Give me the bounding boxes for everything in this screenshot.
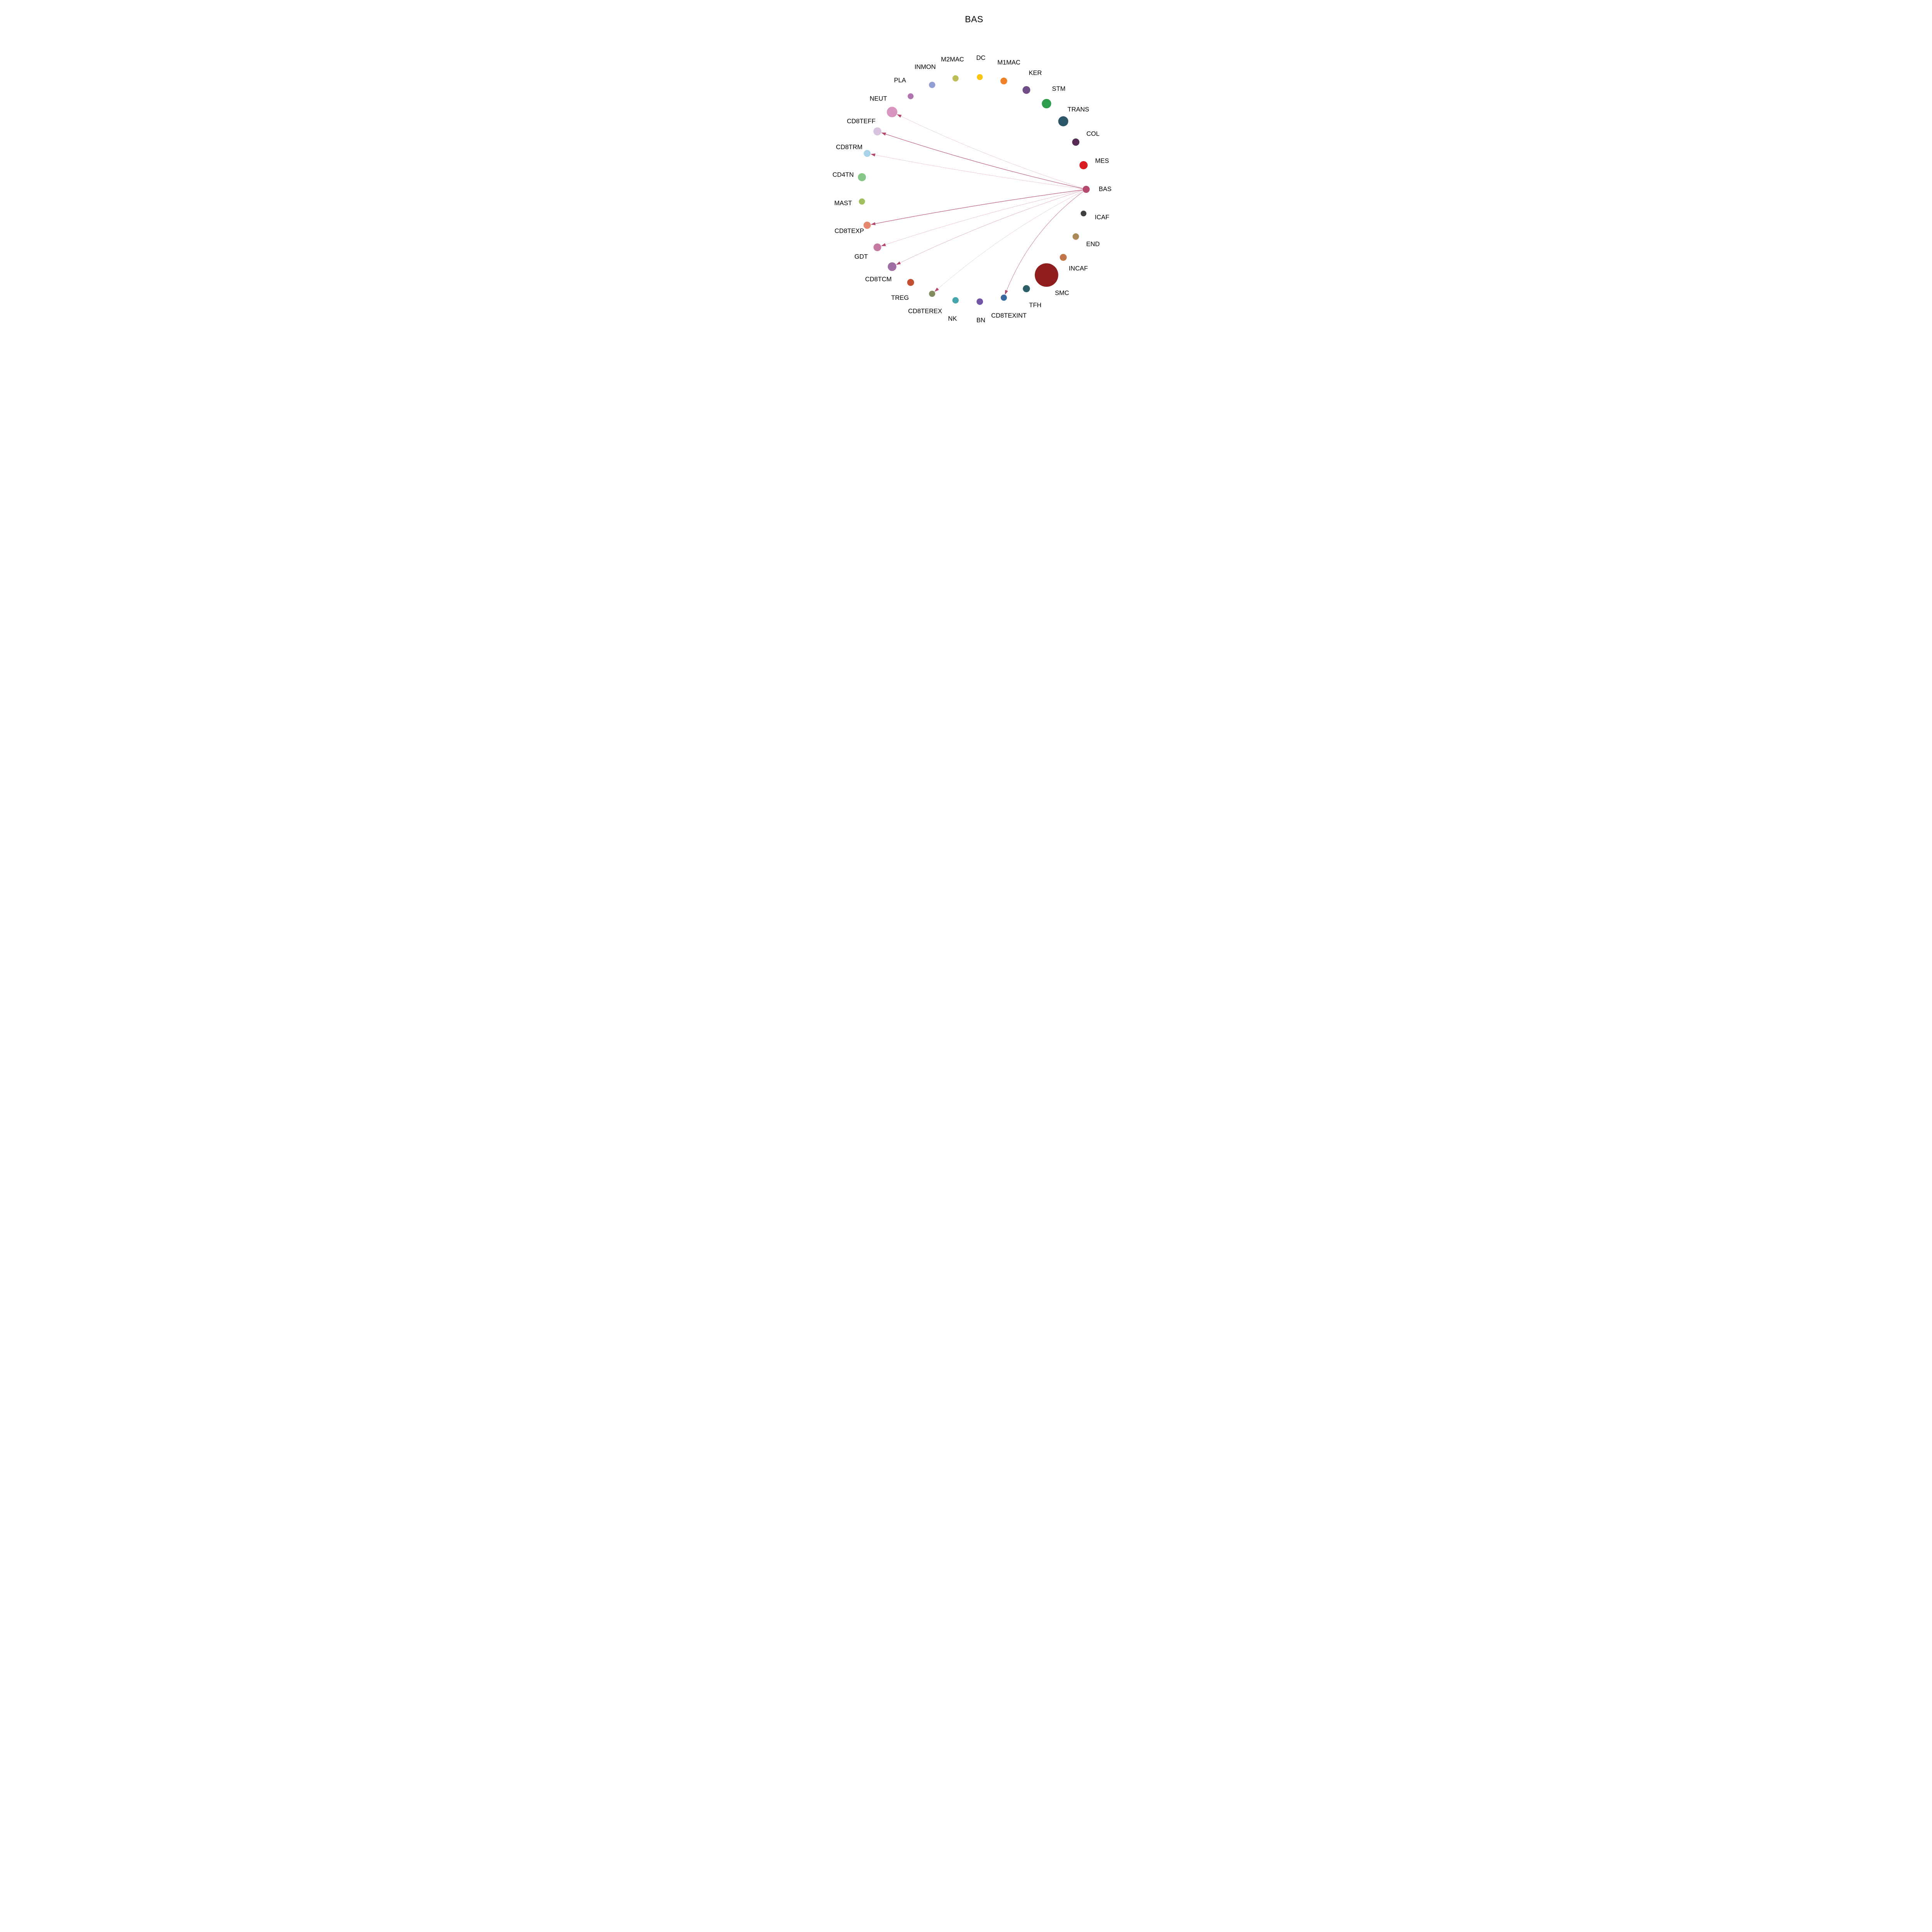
figure: BAS BAS MES COL TRANS STM KER M1MAC DC M2MAC INMO…: [773, 0, 1159, 386]
node-label-cd8teff: CD8TEFF: [847, 118, 876, 125]
edge-bas-neut: [896, 114, 1083, 189]
node-label-m2mac: M2MAC: [941, 56, 964, 63]
node-mast: [859, 198, 865, 205]
node-label-bas: BAS: [1099, 185, 1111, 192]
node-label-m1mac: M1MAC: [997, 59, 1020, 66]
node-cd8texint: [1000, 294, 1007, 301]
node-trans: [1058, 116, 1068, 126]
node-label-end: END: [1086, 241, 1100, 248]
edge-bas-cd8texp: [871, 189, 1083, 225]
node-cd8texp: [863, 221, 871, 229]
edge-bas-cd8tcm: [896, 190, 1083, 265]
node-neut: [887, 107, 898, 117]
node-tfh: [1023, 285, 1030, 293]
node-label-col: COL: [1087, 131, 1100, 138]
node-bn: [976, 298, 983, 305]
node-label-cd8texp: CD8TEXP: [835, 228, 864, 235]
node-m1mac: [1000, 77, 1007, 85]
edges: [871, 114, 1083, 295]
node-label-gdt: GDT: [854, 253, 868, 260]
node-label-treg: TREG: [891, 294, 909, 301]
node-label-smc: SMC: [1055, 289, 1069, 296]
node-cd8teff: [873, 127, 881, 136]
node-label-cd8terex: CD8TEREX: [908, 308, 942, 315]
node-label-icaf: ICAF: [1095, 214, 1109, 221]
node-label-pla: PLA: [894, 77, 906, 84]
node-cd8tcm: [888, 262, 896, 271]
node-label-inmon: INMON: [915, 63, 936, 70]
edge-bas-cd8terex: [934, 191, 1083, 292]
node-label-mast: MAST: [834, 200, 852, 207]
chart-title: BAS: [965, 14, 983, 24]
node-label-trans: TRANS: [1068, 106, 1089, 113]
node-label-cd8trm: CD8TRM: [836, 144, 862, 151]
node-col: [1072, 138, 1080, 146]
node-incaf: [1060, 254, 1067, 261]
node-gdt: [873, 243, 881, 251]
node-label-cd8tcm: CD8TCM: [865, 276, 892, 283]
node-treg: [907, 279, 914, 286]
edge-bas-cd8trm: [871, 153, 1083, 189]
node-label-stm: STM: [1052, 85, 1066, 92]
node-end: [1072, 233, 1079, 240]
node-ker: [1022, 86, 1031, 94]
edge-bas-cd8teff: [881, 132, 1083, 189]
node-icaf: [1080, 211, 1087, 216]
edge-bas-gdt: [881, 190, 1083, 246]
node-label-mes: MES: [1095, 157, 1109, 164]
node-label-ker: KER: [1029, 70, 1042, 77]
node-label-nk: NK: [948, 315, 957, 322]
node-label-bn: BN: [976, 317, 985, 324]
node-mes: [1079, 161, 1088, 170]
node-smc: [1035, 263, 1058, 287]
node-label-incaf: INCAF: [1069, 265, 1088, 272]
node-nk: [952, 297, 959, 304]
node-pla: [908, 93, 914, 99]
node-label-cd8texint: CD8TEXINT: [991, 312, 1027, 319]
node-dc: [977, 74, 983, 80]
node-label-dc: DC: [976, 54, 985, 61]
node-label-tfh: TFH: [1029, 302, 1041, 309]
node-label-neut: NEUT: [870, 95, 887, 102]
node-cd8trm: [864, 150, 871, 157]
node-label-cd4tn: CD4TN: [832, 172, 854, 179]
node-bas: [1082, 185, 1090, 193]
nodes: [858, 74, 1090, 305]
node-stm: [1042, 99, 1051, 109]
network-canvas: BAS MES COL TRANS STM KER M1MAC DC M2MAC INMON PLA…: [832, 54, 1111, 324]
node-m2mac: [952, 75, 959, 82]
node-cd4tn: [858, 173, 866, 181]
node-inmon: [929, 82, 935, 88]
edge-bas-cd8texint: [1005, 191, 1083, 295]
node-labels: BAS MES COL TRANS STM KER M1MAC DC M2MAC INMON PLA…: [832, 54, 1111, 324]
node-cd8terex: [929, 291, 935, 297]
